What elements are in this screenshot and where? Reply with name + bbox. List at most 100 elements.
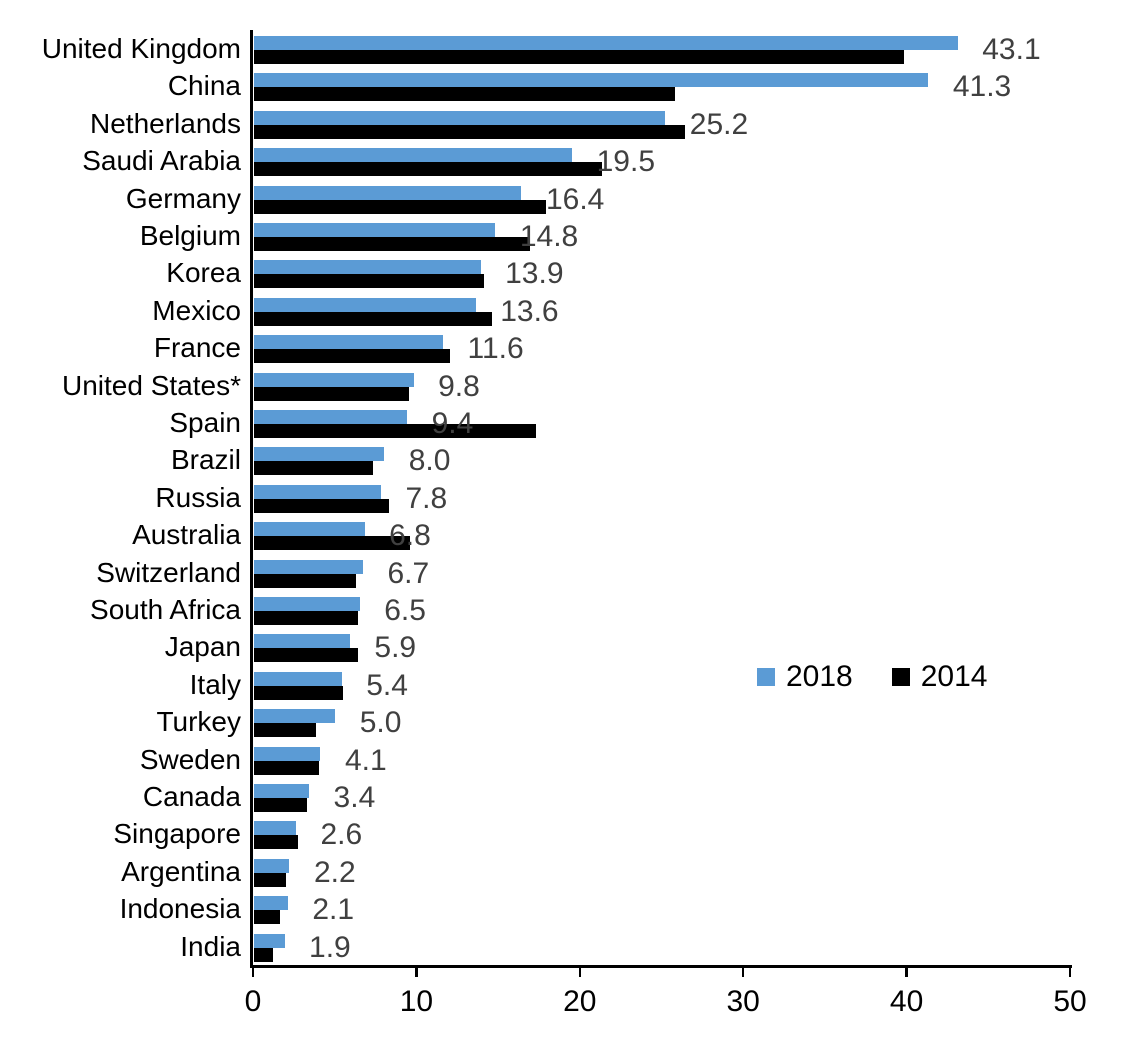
bar-2018 [253, 110, 666, 125]
bar-2018 [253, 297, 476, 312]
x-axis-tick-label: 30 [726, 985, 760, 1018]
category-label: Singapore [113, 818, 241, 850]
x-axis-line [250, 965, 1072, 968]
category-label: Netherlands [90, 107, 241, 139]
value-label: 14.8 [519, 220, 579, 253]
value-label: 2.1 [312, 893, 355, 927]
value-label: 13.6 [500, 294, 559, 328]
bar-2014 [253, 723, 316, 738]
value-label: 41.3 [952, 70, 1012, 104]
value-label: 4.1 [344, 743, 387, 777]
category-label: Korea [166, 257, 241, 289]
value-label: 5.4 [366, 668, 408, 702]
bar-2018 [253, 410, 408, 424]
bar-2014 [253, 573, 357, 588]
category-label: South Africa [90, 594, 241, 625]
x-axis-tick-label: 10 [399, 985, 434, 1018]
bar-2018 [253, 185, 522, 200]
value-label: 1.9 [309, 930, 351, 964]
legend: 2018 2014 [757, 660, 988, 694]
bar-2018 [253, 559, 363, 574]
value-label: 6.7 [387, 556, 430, 590]
category-label: Italy [189, 668, 241, 700]
legend-label-2018: 2018 [786, 660, 853, 693]
category-label: China [167, 70, 241, 102]
value-label: 9.4 [431, 407, 474, 440]
value-label: 2.6 [320, 818, 363, 852]
category-label: Russia [155, 481, 241, 513]
y-axis-line [250, 30, 253, 967]
value-label: 16.4 [545, 182, 605, 216]
value-label: 5.9 [374, 631, 417, 665]
category-label: Argentina [121, 855, 241, 887]
x-axis-tick-label: 0 [244, 985, 262, 1018]
bar-2014 [253, 498, 390, 513]
bar-2018 [253, 335, 444, 350]
bar-2018 [253, 671, 342, 686]
x-axis-tick [905, 965, 908, 977]
legend-swatch-2018 [757, 668, 775, 686]
category-label: Germany [125, 182, 241, 214]
bar-2014 [253, 274, 484, 289]
category-label: India [180, 930, 241, 962]
bar-2018 [253, 223, 496, 237]
value-label: 13.9 [505, 257, 564, 291]
category-label: Australia [132, 519, 241, 551]
x-axis-tick-label: 40 [889, 985, 924, 1018]
bar-2018 [253, 634, 350, 649]
bar-2018 [253, 933, 285, 948]
value-label: 6.8 [389, 519, 431, 553]
value-label: 9.8 [438, 369, 480, 403]
legend-label-2014: 2014 [920, 660, 988, 693]
bar-2018 [253, 36, 958, 50]
bar-2018 [253, 148, 573, 163]
x-axis-tick [415, 965, 418, 977]
bar-2014 [253, 947, 274, 962]
bar-2014 [253, 910, 280, 925]
bar-2018 [253, 73, 929, 88]
bar-2018 [253, 821, 296, 836]
legend-swatch-2014 [891, 668, 910, 686]
x-axis-tick-label: 50 [1053, 985, 1087, 1018]
category-label: Spain [169, 407, 241, 438]
category-label: Switzerland [96, 556, 241, 588]
bar-2014 [253, 611, 359, 625]
bar-2014 [253, 199, 546, 214]
x-axis-tick [251, 965, 255, 977]
category-label: Mexico [152, 294, 241, 326]
category-label: Indonesia [119, 893, 241, 925]
category-label: Canada [142, 781, 241, 812]
bar-2014 [253, 798, 308, 812]
value-label: 25.2 [689, 107, 749, 141]
x-axis-tick [741, 965, 745, 977]
bar-2014 [253, 349, 450, 364]
category-label: Brazil [170, 444, 241, 476]
bar-2014 [253, 648, 359, 663]
category-label: Turkey [156, 706, 241, 738]
category-label: Sweden [139, 743, 241, 775]
bar-2014 [253, 311, 493, 326]
bar-2014 [253, 760, 319, 775]
bar-2014 [253, 461, 373, 476]
bar-2018 [253, 896, 288, 911]
bar-2018 [253, 709, 336, 724]
bar-2018 [253, 858, 290, 873]
bar-2014 [253, 536, 411, 551]
bar-2018 [253, 372, 414, 387]
category-label: Japan [164, 631, 241, 663]
x-axis-tick [578, 965, 582, 977]
value-label: 6.5 [384, 594, 426, 627]
bar-2018 [253, 447, 385, 462]
value-label: 19.5 [596, 145, 656, 179]
value-label: 3.4 [333, 781, 376, 814]
value-label: 43.1 [982, 33, 1041, 66]
value-label: 5.0 [359, 706, 402, 740]
bar-2018 [253, 522, 365, 537]
value-label: 7.8 [405, 481, 448, 515]
category-label: United States* [62, 369, 241, 401]
bar-2014 [253, 835, 298, 850]
bar-2018 [253, 746, 321, 761]
value-label: 11.6 [467, 332, 524, 366]
bar-2014 [253, 124, 685, 139]
